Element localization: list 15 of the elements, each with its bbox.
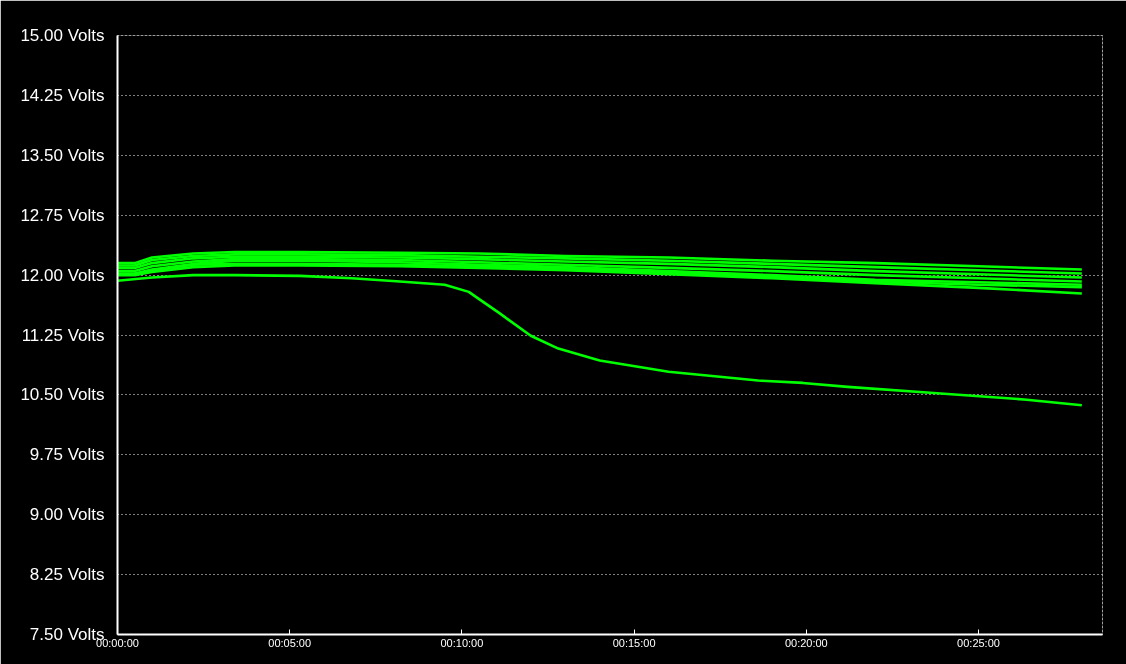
x-tick-label: 00:10:00 [440, 636, 484, 649]
y-tick-label: 13.50 Volts [20, 145, 105, 165]
x-tick-label: 00:15:00 [612, 636, 656, 649]
y-tick-label: 9.75 Volts [29, 445, 105, 465]
y-tick-label: 12.75 Volts [20, 205, 105, 225]
y-tick-label: 10.50 Volts [20, 385, 105, 405]
x-tick-label: 00:25:00 [957, 636, 1000, 649]
x-tick-label: 00:05:00 [268, 636, 312, 649]
y-tick-label: 9.00 Volts [29, 505, 105, 525]
y-tick-label: 8.25 Volts [29, 565, 105, 585]
y-tick-label: 15.00 Volts [20, 26, 105, 45]
y-tick-label: 14.25 Volts [20, 85, 105, 105]
y-tick-label: 12.00 Volts [20, 265, 105, 285]
y-tick-label: 11.25 Volts [21, 325, 105, 345]
x-tick-label: 00:20:00 [784, 636, 828, 649]
